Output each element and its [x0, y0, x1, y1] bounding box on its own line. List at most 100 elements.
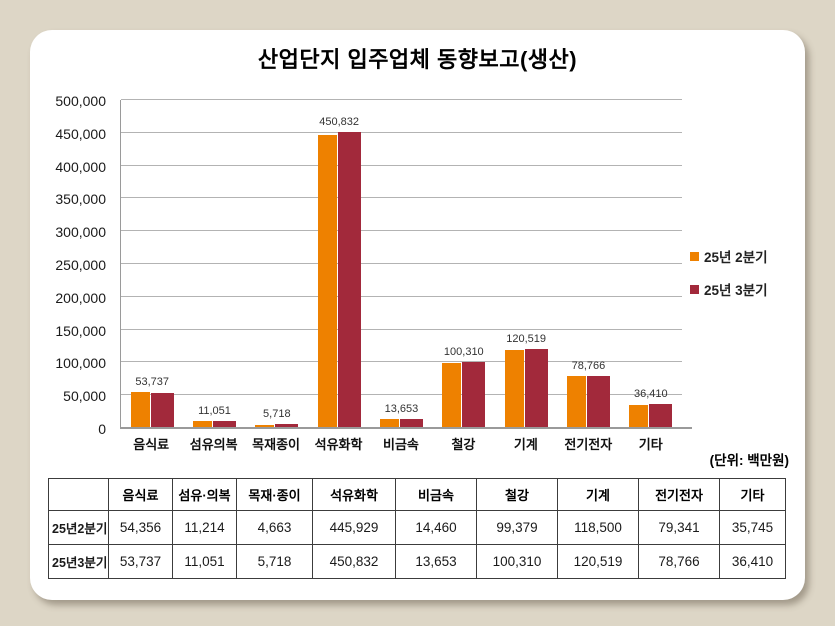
x-category-label: 음식료	[133, 437, 170, 452]
table-row: 25년2분기 54,356 11,214 4,663 445,929 14,460 99,3…	[48, 510, 786, 545]
table-body: 25년2분기 54,356 11,214 4,663 445,929 14,460 99,3…	[48, 510, 786, 579]
bar-series1	[379, 418, 399, 428]
table-header-cell: 철강	[476, 478, 558, 511]
table-cell: 79,341	[638, 510, 720, 545]
table-cell: 120,519	[557, 544, 639, 579]
table-header-cell: 기계	[557, 478, 639, 511]
x-category-label: 섬유의복	[189, 437, 238, 452]
bar-series2	[586, 376, 610, 428]
y-axis-labels: 0 50,000 100,000 150,000 200,000 250,000 300,0…	[30, 93, 112, 437]
bar-data-label: 36,410	[633, 388, 668, 401]
gridline	[121, 99, 682, 100]
table-cell: 100,310	[476, 544, 558, 579]
bar-data-label: 11,051	[198, 404, 231, 417]
bar-groups: 53,737 11,051 5,718 450,832 13,653 100,310 120…	[121, 100, 682, 428]
bar-series1	[317, 135, 337, 428]
gridline	[121, 164, 682, 166]
gridline	[121, 131, 682, 133]
bar-data-label: 78,766	[571, 359, 606, 372]
bar-series2	[150, 392, 174, 428]
y-tick-label: 450,000	[55, 125, 106, 142]
bar-series2	[524, 348, 548, 428]
unit-label: (단위: 백만원)	[709, 453, 789, 468]
table-header-cell: 섬유·의복	[172, 478, 237, 511]
table-cell: 11,214	[172, 510, 237, 545]
table-cell: 11,051	[172, 544, 237, 579]
table-cell: 36,410	[719, 544, 786, 579]
bar-group-7: 120,519	[495, 100, 557, 428]
gridline	[121, 361, 682, 363]
legend-swatch-icon	[690, 251, 699, 261]
table-cell: 118,500	[557, 510, 639, 545]
legend-item: 25년 2분기	[690, 246, 768, 266]
table-header-cell	[48, 478, 109, 511]
bar-group-9: 36,410	[620, 100, 682, 428]
table-row-label: 25년2분기	[48, 510, 109, 545]
table-header-cell: 음식료	[108, 478, 173, 511]
table-header-cell: 기타	[719, 478, 786, 511]
table-cell: 4,663	[236, 510, 313, 545]
x-category-label: 기타	[638, 437, 663, 452]
bar-series2	[212, 420, 236, 428]
gridline	[121, 263, 682, 264]
y-tick-label: 200,000	[55, 289, 106, 306]
y-tick-label: 350,000	[55, 191, 106, 208]
table-header-cell: 비금속	[395, 478, 477, 511]
bar-series2	[399, 419, 423, 428]
bar-data-label: 450,832	[319, 116, 360, 129]
legend-swatch-icon	[690, 284, 699, 294]
bar-series1	[504, 350, 524, 428]
report-card: 산업단지 입주업체 동향보고(생산) 0 50,000 100,000 150,000…	[30, 30, 805, 600]
table-cell: 99,379	[476, 510, 558, 545]
table-cell: 5,718	[236, 544, 313, 579]
chart-title: 산업단지 입주업체 동향보고(생산)	[257, 47, 578, 72]
table-header-cell: 목재·종이	[236, 478, 313, 511]
table-cell: 450,832	[312, 544, 396, 579]
y-tick-label: 300,000	[55, 224, 106, 241]
table-cell: 35,745	[719, 510, 786, 545]
bar-group-3: 5,718	[246, 100, 308, 428]
bar-series1	[566, 375, 586, 428]
y-tick-label: 250,000	[55, 257, 106, 273]
bar-series2	[337, 132, 361, 428]
x-axis-labels: 음식료 섬유의복 목재종이 석유화학 비금속 철강 기계 전기전자 기타	[120, 434, 682, 453]
x-category-label: 기계	[513, 437, 538, 452]
x-category-label: 비금속	[383, 437, 419, 452]
x-category-label: 철강	[451, 437, 476, 452]
data-table: 음식료 섬유·의복 목재·종이 석유화학 비금속 철강 기계 전기전자 기타 25년2분기 54,…	[48, 478, 786, 579]
table-cell: 78,766	[638, 544, 720, 579]
x-category-label: 전기전자	[564, 437, 613, 452]
table-cell: 53,737	[108, 544, 173, 579]
y-tick-label: 0	[98, 421, 106, 437]
y-tick-label: 400,000	[55, 158, 106, 175]
table-header-row: 음식료 섬유·의복 목재·종이 석유화학 비금속 철강 기계 전기전자 기타	[48, 478, 786, 511]
gridline	[121, 295, 682, 297]
table-row-label: 25년3분기	[48, 544, 109, 579]
x-axis-line	[120, 427, 692, 429]
gridline	[121, 328, 682, 330]
y-tick-label: 50,000	[63, 388, 106, 405]
bar-group-2: 11,051	[183, 100, 245, 428]
gridline	[121, 230, 682, 232]
bar-data-label: 120,519	[506, 332, 547, 345]
bar-group-6: 100,310	[433, 100, 495, 428]
y-tick-label: 150,000	[55, 322, 106, 339]
table-header-cell: 석유화학	[312, 478, 396, 511]
bar-series1	[629, 404, 649, 428]
bar-series1	[192, 420, 212, 428]
table-row: 25년3분기 53,737 11,051 5,718 450,832 13,653 100,…	[48, 544, 786, 579]
x-category-label: 석유화학	[314, 437, 363, 452]
bar-data-label: 53,737	[135, 376, 169, 389]
table-cell: 14,460	[395, 510, 477, 545]
table-head: 음식료 섬유·의복 목재·종이 석유화학 비금속 철강 기계 전기전자 기타	[48, 478, 786, 511]
bar-data-label: 13,653	[384, 402, 419, 415]
bar-group-4: 450,832	[308, 100, 370, 428]
legend-label: 25년 3분기	[704, 283, 768, 298]
bar-series2	[462, 362, 486, 428]
legend-item: 25년 3분기	[690, 279, 768, 299]
x-category-label: 목재종이	[252, 437, 301, 452]
y-tick-label: 500,000	[55, 93, 106, 109]
bar-series2	[649, 404, 673, 428]
bar-data-label: 100,310	[443, 346, 484, 359]
y-tick-label: 100,000	[55, 355, 106, 372]
